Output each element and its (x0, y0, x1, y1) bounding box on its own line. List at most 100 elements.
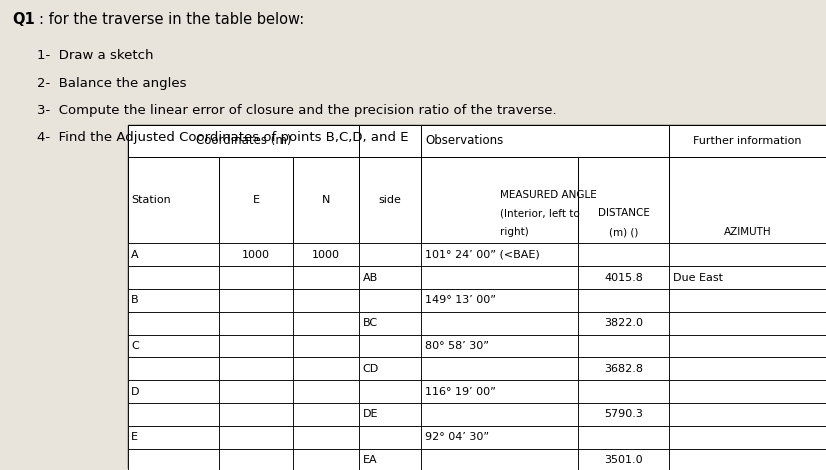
Bar (219, 380, 293, 403)
Bar (293, 157, 359, 243)
Text: DISTANCE: DISTANCE (598, 208, 649, 219)
Text: E: E (253, 195, 259, 205)
Text: D: D (131, 387, 140, 397)
Bar (293, 266, 359, 289)
Bar (578, 266, 669, 289)
Text: N: N (322, 195, 330, 205)
Bar (128, 243, 219, 266)
Bar (128, 403, 219, 426)
Text: 116° 19’ 00”: 116° 19’ 00” (425, 387, 496, 397)
Bar (128, 157, 219, 243)
Bar (359, 125, 421, 157)
Bar (421, 403, 578, 426)
Bar (293, 312, 359, 335)
Text: DE: DE (363, 409, 378, 419)
Bar (421, 266, 578, 289)
Bar (578, 426, 669, 448)
Bar (578, 243, 669, 266)
Bar (128, 426, 219, 448)
Bar (578, 289, 669, 312)
Bar (359, 266, 421, 289)
Text: 101° 24’ 00” (<BAE): 101° 24’ 00” (<BAE) (425, 250, 539, 260)
Text: 3682.8: 3682.8 (604, 364, 643, 374)
Text: MEASURED ANGLE: MEASURED ANGLE (500, 189, 596, 200)
Bar (421, 312, 578, 335)
Text: 2-  Balance the angles: 2- Balance the angles (37, 77, 187, 90)
Bar (128, 266, 219, 289)
Text: (m) (): (m) () (609, 227, 638, 237)
Bar (293, 426, 359, 448)
Bar (578, 448, 669, 470)
Bar (421, 289, 578, 312)
Bar (128, 312, 219, 335)
Bar (669, 403, 826, 426)
Text: Station: Station (131, 195, 171, 205)
Text: (Interior, left to: (Interior, left to (500, 208, 580, 219)
Bar (359, 448, 421, 470)
Bar (421, 157, 578, 243)
Text: Q1: Q1 (12, 12, 36, 27)
Bar (578, 312, 669, 335)
Text: EA: EA (363, 455, 377, 465)
Bar (219, 335, 293, 357)
Bar (359, 335, 421, 357)
Bar (669, 266, 826, 289)
Bar (669, 335, 826, 357)
Text: 3822.0: 3822.0 (604, 318, 643, 328)
Text: right): right) (500, 227, 529, 237)
Text: E: E (131, 432, 138, 442)
Text: B: B (131, 296, 139, 306)
Bar (669, 380, 826, 403)
Bar (421, 335, 578, 357)
Bar (669, 125, 826, 157)
Bar (578, 335, 669, 357)
Text: 1000: 1000 (242, 250, 270, 260)
Bar (293, 448, 359, 470)
Bar (669, 448, 826, 470)
Bar (669, 357, 826, 380)
Bar (421, 448, 578, 470)
Bar (293, 335, 359, 357)
Bar (219, 157, 293, 243)
Bar (421, 125, 669, 157)
Bar (578, 403, 669, 426)
Bar (578, 380, 669, 403)
Bar (578, 357, 669, 380)
Bar (421, 380, 578, 403)
Text: A: A (131, 250, 139, 260)
Bar (293, 403, 359, 426)
Text: AB: AB (363, 273, 377, 282)
Bar (128, 125, 359, 157)
Text: 92° 04’ 30”: 92° 04’ 30” (425, 432, 489, 442)
Bar (219, 448, 293, 470)
Bar (359, 380, 421, 403)
Bar (421, 243, 578, 266)
Text: 149° 13’ 00”: 149° 13’ 00” (425, 296, 496, 306)
Bar (669, 426, 826, 448)
Text: Observations: Observations (425, 134, 504, 147)
Bar (219, 403, 293, 426)
Bar (359, 403, 421, 426)
Bar (359, 243, 421, 266)
Bar (219, 289, 293, 312)
Text: side: side (379, 195, 401, 205)
Bar (669, 243, 826, 266)
Bar (669, 289, 826, 312)
Bar (359, 426, 421, 448)
Text: Further information: Further information (693, 135, 802, 146)
Text: BC: BC (363, 318, 377, 328)
Bar (669, 157, 826, 243)
Bar (219, 312, 293, 335)
Text: 80° 58’ 30”: 80° 58’ 30” (425, 341, 488, 351)
Text: Coordinates (m): Coordinates (m) (196, 134, 292, 147)
Bar (359, 312, 421, 335)
Bar (128, 125, 826, 468)
Text: 1000: 1000 (312, 250, 340, 260)
Bar (578, 157, 669, 243)
Bar (293, 380, 359, 403)
Bar (219, 243, 293, 266)
Bar (359, 157, 421, 243)
Bar (293, 357, 359, 380)
Bar (219, 357, 293, 380)
Bar (421, 357, 578, 380)
